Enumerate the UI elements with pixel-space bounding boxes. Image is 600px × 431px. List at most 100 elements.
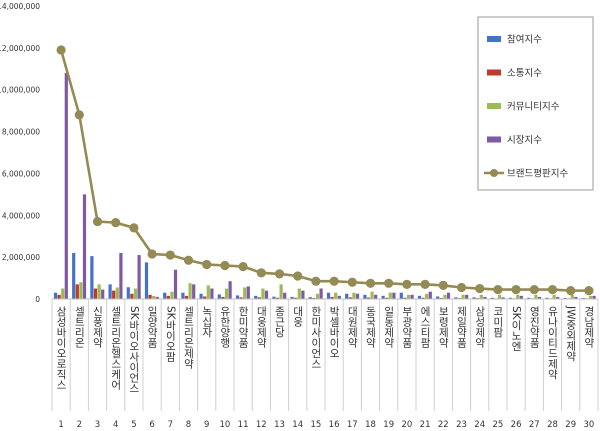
- bar-소통지수-7: [166, 295, 170, 299]
- bar-시장지수-10: [228, 281, 232, 299]
- bar-참여지수-27: [527, 297, 531, 299]
- bar-커뮤니티지수-19: [388, 292, 392, 299]
- brand-reputation-point-6: [147, 249, 157, 259]
- bar-커뮤니티지수-2: [79, 282, 83, 299]
- bar-시장지수-27: [537, 296, 542, 299]
- brand-reputation-point-8: [183, 255, 194, 265]
- category-label-28: 유나이티드제약: [547, 306, 559, 380]
- legend-label-참여지수: 참여지수: [507, 34, 542, 46]
- category-number-20: 20: [401, 420, 412, 430]
- bar-커뮤니티지수-15: [315, 293, 320, 299]
- bar-참여지수-11: [235, 295, 240, 299]
- bar-참여지수-25: [490, 297, 494, 299]
- brand-reputation-point-4: [111, 218, 121, 228]
- brand-reputation-point-27: [529, 284, 539, 295]
- category-label-6: 일양약품: [146, 305, 158, 348]
- legend-line-marker: [490, 169, 498, 177]
- category-label-15: 한미사이언스: [310, 306, 322, 369]
- category-number-1: 1: [58, 420, 63, 430]
- brand-reputation-point-13: [274, 269, 285, 279]
- bar-커뮤니티지수-10: [224, 288, 229, 299]
- category-label-5: SK바이오사이언스: [128, 306, 140, 393]
- bar-커뮤니티지수-24: [479, 294, 483, 299]
- category-number-3: 3: [95, 420, 100, 430]
- category-label-9: 녹십자: [201, 306, 213, 338]
- bar-커뮤니티지수-22: [443, 294, 447, 299]
- bar-시장지수-24: [483, 296, 487, 299]
- category-label-18: 동국제약: [365, 306, 377, 349]
- brand-reputation-point-30: [584, 286, 594, 296]
- bar-시장지수-7: [173, 269, 178, 299]
- y-tick-label: 8,000,000: [2, 128, 40, 137]
- bar-참여지수-15: [308, 297, 312, 299]
- bar-참여지수-22: [436, 296, 440, 299]
- bar-시장지수-22: [446, 292, 451, 299]
- category-number-6: 6: [149, 420, 154, 430]
- bar-소통지수-8: [184, 295, 189, 299]
- y-tick-label: 12,000,000: [0, 44, 40, 53]
- category-label-24: 삼성제약: [474, 306, 486, 349]
- bar-소통지수-10: [221, 296, 225, 299]
- bar-소통지수-12: [257, 297, 261, 299]
- category-label-11: 한미약품: [237, 306, 249, 348]
- bar-소통지수-19: [385, 297, 389, 299]
- brand-reputation-point-29: [566, 286, 576, 296]
- category-number-10: 10: [219, 420, 230, 430]
- bar-시장지수-9: [210, 288, 214, 299]
- legend-label-브랜드평판지수: 브랜드평판지수: [507, 169, 568, 180]
- category-number-22: 22: [438, 420, 449, 430]
- brand-reputation-point-12: [256, 268, 266, 278]
- bar-커뮤니티지수-6: [152, 295, 156, 299]
- bar-커뮤니티지수-28: [552, 294, 556, 299]
- brand-reputation-point-23: [456, 282, 467, 293]
- bar-시장지수-25: [501, 297, 505, 299]
- bar-시장지수-11: [246, 286, 250, 299]
- bar-커뮤니티지수-4: [115, 287, 119, 299]
- bar-시장지수-19: [392, 292, 396, 299]
- bar-소통지수-20: [403, 297, 407, 299]
- bar-커뮤니티지수-8: [188, 283, 192, 299]
- bar-시장지수-30: [592, 295, 596, 299]
- brand-reputation-point-17: [347, 277, 357, 287]
- legend-label-커뮤니티지수: 커뮤니티지수: [507, 102, 560, 113]
- bar-참여지수-20: [399, 292, 403, 299]
- category-number-12: 12: [256, 420, 267, 430]
- brand-reputation-point-19: [384, 278, 394, 288]
- bar-커뮤니티지수-29: [570, 294, 574, 299]
- bar-참여지수-7: [163, 292, 167, 299]
- bar-커뮤니티지수-17: [352, 292, 356, 299]
- category-number-11: 11: [238, 420, 249, 430]
- bar-커뮤니티지수-5: [133, 288, 138, 299]
- y-tick-label: 10,000,000: [0, 86, 40, 95]
- category-label-10: 유한양행: [219, 306, 231, 348]
- bar-참여지수-12: [254, 295, 258, 299]
- brand-reputation-point-18: [365, 278, 376, 288]
- category-label-3: 신풍제약: [92, 306, 104, 349]
- brand-reputation-point-20: [402, 279, 412, 289]
- category-label-2: 셀트리온: [73, 306, 85, 348]
- bar-시장지수-29: [574, 296, 578, 299]
- bar-참여지수-2: [72, 252, 76, 299]
- bar-소통지수-6: [148, 294, 152, 299]
- bar-참여지수-4: [108, 284, 112, 299]
- category-number-17: 17: [347, 420, 358, 430]
- bar-커뮤니티지수-18: [370, 291, 374, 299]
- category-label-27: 영진약품: [528, 306, 540, 348]
- line-series: [56, 45, 594, 296]
- brand-reputation-point-22: [438, 280, 448, 290]
- bar-참여지수-9: [199, 293, 203, 299]
- bar-시장지수-6: [155, 296, 159, 299]
- bar-참여지수-30: [581, 297, 585, 299]
- category-number-19: 19: [383, 420, 394, 430]
- brand-reputation-point-9: [202, 259, 212, 270]
- category-number-16: 16: [329, 420, 340, 430]
- bar-커뮤니티지수-30: [588, 295, 593, 299]
- category-label-12: 대웅제약: [255, 306, 267, 349]
- legend-label-시장지수: 시장지수: [507, 135, 542, 146]
- category-label-7: SK바이오팜: [164, 306, 176, 362]
- brand-reputation-point-7: [165, 250, 175, 260]
- bar-시장지수-12: [264, 290, 269, 299]
- category-label-29: JW중외제약: [565, 305, 577, 362]
- category-label-26: SK이노엔: [510, 306, 522, 351]
- bar-커뮤니티지수-13: [279, 284, 283, 299]
